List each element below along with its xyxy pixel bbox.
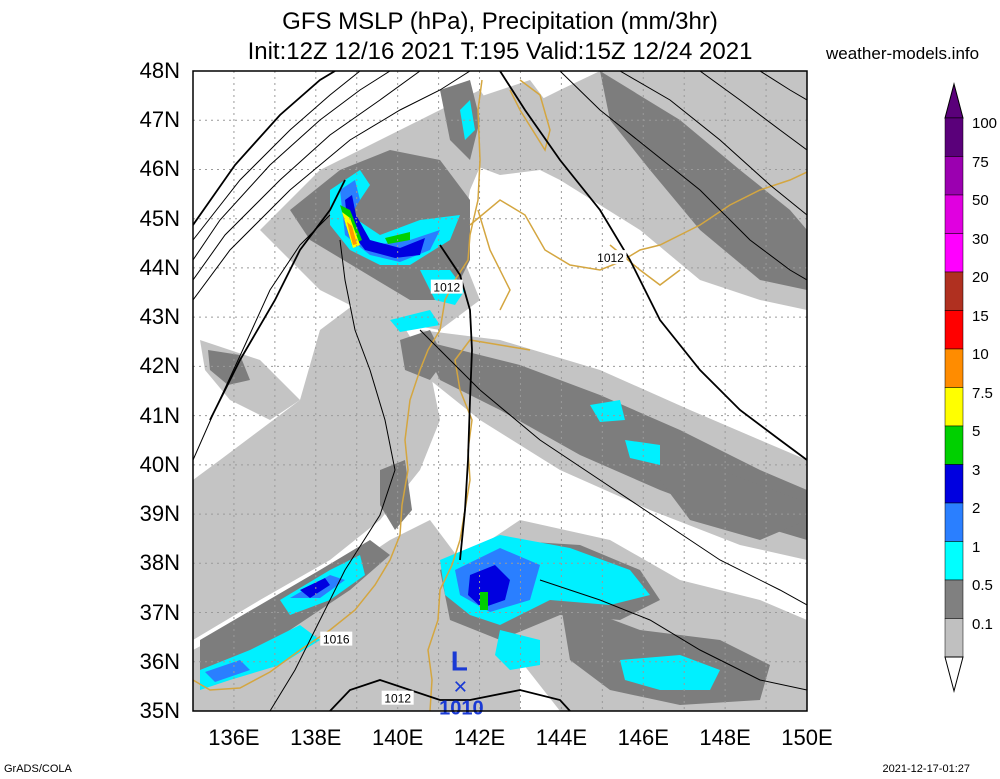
latitude-label: 35N (139, 698, 180, 723)
title-line-2: Init:12Z 12/16 2021 T:195 Valid:15Z 12/2… (247, 38, 753, 65)
colorbar-swatch (944, 425, 964, 465)
colorbar-label: 20 (972, 269, 989, 286)
longitude-label: 144E (535, 725, 588, 750)
colorbar-swatch (944, 233, 964, 273)
isobar-label-bg (381, 690, 414, 705)
colorbar-label: 2 (972, 500, 981, 517)
latitude-label: 46N (139, 156, 180, 182)
isobar-label: 1012 (384, 692, 411, 706)
colorbar-label: 3 (972, 461, 981, 479)
colorbar-bottom-triangle (944, 656, 964, 693)
colorbar-label: 50 (972, 192, 989, 209)
colorbar-swatch (944, 541, 964, 581)
colorbar-swatch (944, 310, 964, 350)
colorbar-swatch (944, 194, 964, 234)
latitude-label: 40N (139, 451, 180, 477)
latitude-label: 43N (139, 304, 180, 330)
latitude-label: 38N (139, 550, 180, 576)
isobar-label: 1012 (433, 281, 460, 295)
colorbar-label: 15 (972, 307, 989, 325)
low-pressure-center: L × 1010 (439, 646, 484, 720)
colorbar-label: 75 (972, 153, 989, 171)
longitude-label: 146E (617, 725, 669, 750)
colorbar-label: 7.5 (972, 384, 993, 402)
isobar-label-bg (320, 631, 353, 646)
isobar-label: 1012 (597, 251, 624, 265)
latitude-label: 48N (139, 58, 180, 83)
longitude-label: 140E (371, 725, 424, 750)
colorbar-swatch (944, 156, 964, 196)
colorbar-swatch (944, 271, 964, 311)
latitude-label: 39N (139, 501, 180, 527)
coastline (193, 79, 807, 711)
colorbar-label: 10 (972, 346, 989, 363)
latitude-label: 37N (139, 599, 180, 625)
latitude-label: 41N (139, 402, 180, 428)
isobars (193, 71, 807, 711)
colorbar-swatch (944, 502, 964, 542)
isobar-label-bg (430, 279, 463, 294)
colorbar-top-triangle (944, 82, 964, 119)
latitude-label: 36N (139, 648, 180, 674)
footer-left: GrADS/COLA (4, 763, 72, 775)
latitude-label: 45N (139, 205, 180, 231)
colorbar-swatch (944, 117, 964, 157)
site-label: weather-models.info (826, 44, 980, 63)
colorbar-swatch (944, 464, 964, 504)
longitude-label: 148E (699, 725, 751, 750)
colorbar-label: 5 (972, 423, 981, 440)
footer-right: 2021-12-17-01:27 (882, 763, 970, 775)
longitude-label: 150E (781, 725, 833, 750)
longitude-label: 136E (208, 725, 260, 750)
longitude-label: 138E (290, 725, 342, 750)
isobar-labels: 1012 1012 1016 1012 (320, 250, 627, 706)
longitude-label: 142E (453, 725, 506, 750)
latitude-label: 42N (139, 353, 180, 379)
latitude-label: 44N (139, 254, 180, 280)
low-pressure-value: 1010 (439, 698, 484, 720)
colorbar-swatch (944, 387, 964, 427)
map-frame (192, 70, 808, 712)
colorbar-swatch (944, 579, 964, 619)
colorbar-label: 0.1 (972, 615, 993, 633)
isobar-label-bg (594, 250, 627, 265)
low-marker-icon: × (453, 674, 467, 701)
latitude-label: 47N (139, 107, 180, 133)
low-symbol: L (451, 646, 468, 677)
colorbar-label: 30 (972, 230, 989, 248)
title-line-1: GFS MSLP (hPa), Precipitation (mm/3hr) (282, 8, 718, 35)
colorbar-swatch (944, 348, 964, 388)
isobar-label: 1016 (323, 633, 350, 647)
colorbar-label: 100 (972, 115, 998, 132)
colorbar-label: 0.5 (972, 577, 993, 594)
precipitation-layer (193, 71, 807, 711)
lat-lon-grid (193, 71, 807, 711)
precipitation-colorbar (944, 82, 964, 693)
colorbar-label: 1 (972, 538, 981, 556)
colorbar-swatch (944, 618, 964, 658)
